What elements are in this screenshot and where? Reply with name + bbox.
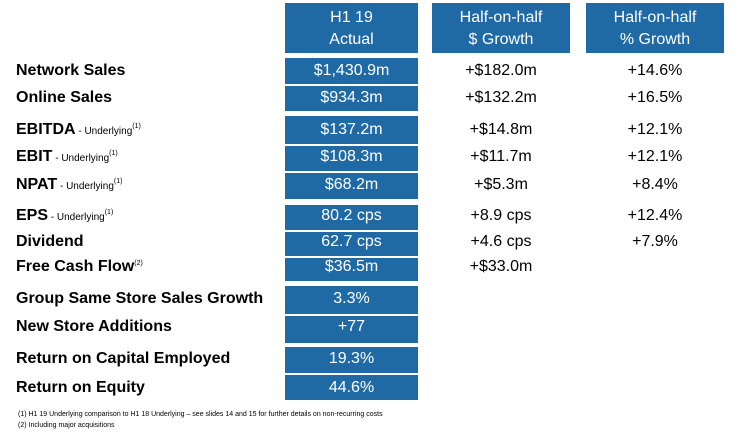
row-label-free-cash-flow: Free Cash Flow(2)	[16, 258, 143, 275]
footnote-ref: (1)	[132, 123, 141, 130]
row-label-new-stores: New Store Additions	[16, 318, 172, 335]
dollar-growth-value: +$5.3m	[474, 176, 528, 193]
dollar-growth-value: +$182.0m	[465, 62, 537, 79]
actual-value: $1,430.9m	[313, 62, 390, 79]
header-pct-line2: % Growth	[619, 31, 691, 48]
actual-value: +77	[337, 318, 366, 335]
actual-block-per-share	[285, 205, 418, 281]
row-label-dividend: Dividend	[16, 233, 84, 250]
header-actual: H1 19 Actual	[285, 3, 418, 53]
header-dollar-line1: Half-on-half	[459, 9, 543, 26]
separator	[285, 171, 418, 173]
dollar-growth-value: +$33.0m	[469, 258, 533, 275]
footnote-ref: (2)	[134, 260, 143, 267]
separator	[285, 84, 418, 86]
row-suffix: - Underlying	[75, 126, 133, 137]
pct-growth-value: +7.9%	[632, 233, 678, 250]
actual-value: $36.5m	[324, 258, 379, 275]
actual-value: 44.6%	[328, 379, 375, 396]
dollar-growth-value: +4.6 cps	[470, 233, 532, 250]
header-pct-line1: Half-on-half	[613, 9, 697, 26]
header-pct-growth: Half-on-half % Growth	[586, 3, 724, 53]
separator	[285, 144, 418, 146]
separator	[285, 256, 418, 258]
pct-growth-value: +12.1%	[627, 148, 683, 165]
row-label-npat: NPAT - Underlying(1)	[16, 176, 123, 193]
actual-value: $137.2m	[320, 121, 383, 138]
row-suffix: - Underlying	[57, 181, 114, 192]
row-label-eps: EPS - Underlying(1)	[16, 207, 114, 224]
dollar-growth-value: +$14.8m	[469, 121, 533, 138]
header-dollar-line2: $ Growth	[468, 31, 534, 48]
row-label-network-sales: Network Sales	[16, 62, 126, 79]
header-actual-line1: H1 19	[330, 9, 373, 26]
footnote-ref: (1)	[109, 150, 118, 157]
row-label-ebit: EBIT - Underlying(1)	[16, 148, 118, 165]
row-label-online-sales: Online Sales	[16, 89, 113, 106]
footnote-1: (1) H1 19 Underlying comparison to H1 18…	[18, 411, 383, 418]
separator	[285, 230, 418, 232]
actual-value: $934.3m	[320, 89, 383, 106]
dollar-growth-value: +$132.2m	[465, 89, 537, 106]
actual-value: 62.7 cps	[321, 233, 382, 250]
pct-growth-value: +12.4%	[627, 207, 683, 224]
pct-growth-value: +14.6%	[627, 62, 683, 79]
separator	[285, 373, 418, 375]
row-suffix: - Underlying	[48, 212, 105, 223]
header-dollar-growth: Half-on-half $ Growth	[432, 3, 570, 53]
row-label-roe: Return on Equity	[16, 379, 145, 396]
dollar-growth-value: +8.9 cps	[470, 207, 532, 224]
footnote-ref: (1)	[113, 178, 123, 185]
dollar-growth-value: +$11.7m	[470, 148, 532, 165]
footnote-2: (2) Including major acquisitions	[18, 422, 115, 429]
row-label-roce: Return on Capital Employed	[16, 350, 231, 367]
pct-growth-value: +8.4%	[632, 176, 678, 193]
row-label-same-store-sales: Group Same Store Sales Growth	[16, 290, 264, 307]
separator	[285, 314, 418, 316]
header-actual-line2: Actual	[329, 31, 374, 48]
footnote-ref: (1)	[104, 209, 114, 216]
actual-value: $108.3m	[320, 148, 383, 165]
actual-value: $68.2m	[324, 176, 379, 193]
pct-growth-value: +12.1%	[627, 121, 683, 138]
actual-value: 3.3%	[333, 290, 370, 307]
actual-value: 80.2 cps	[321, 207, 382, 224]
actual-block-earnings	[285, 116, 418, 199]
row-label-ebitda: EBITDA - Underlying(1)	[16, 121, 141, 138]
pct-growth-value: +16.5%	[627, 89, 683, 106]
actual-value: 19.3%	[328, 350, 375, 367]
row-suffix: - Underlying	[52, 153, 110, 164]
